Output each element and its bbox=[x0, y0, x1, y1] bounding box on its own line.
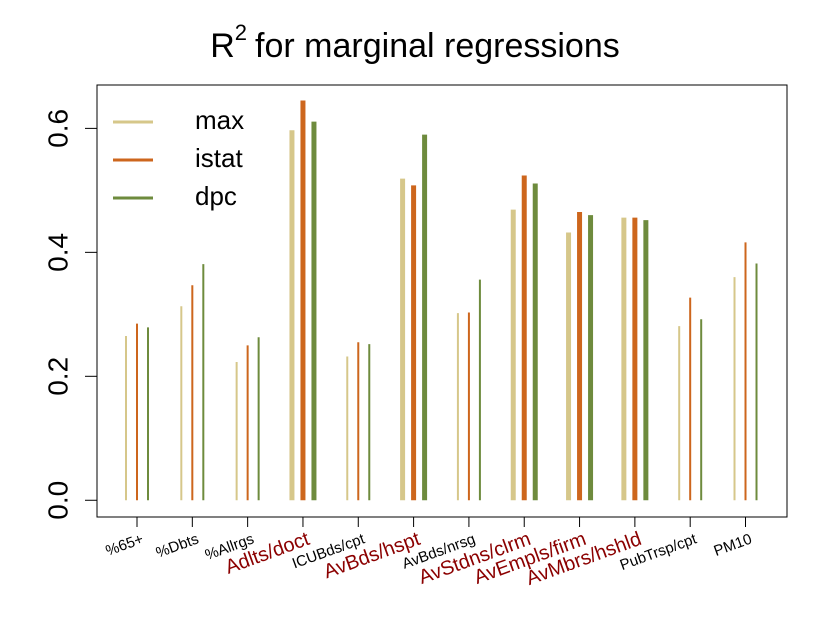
title-rest: for marginal regressions bbox=[255, 27, 620, 65]
y-tick-label: 0.4 bbox=[42, 233, 73, 272]
x-tick-label: PM10 bbox=[712, 531, 755, 560]
title-superscript: 2 bbox=[235, 20, 247, 45]
title-base: R bbox=[210, 27, 235, 65]
legend-label: dpc bbox=[195, 181, 237, 211]
x-tick-label: %Dbts bbox=[154, 531, 201, 562]
legend-label: max bbox=[195, 105, 244, 135]
legend-label: istat bbox=[195, 143, 243, 173]
y-tick-label: 0.6 bbox=[42, 109, 73, 148]
y-tick-label: 0.2 bbox=[42, 357, 73, 396]
plot-frame bbox=[96, 84, 788, 518]
chart-title: R2 for marginal regressions bbox=[210, 20, 620, 65]
x-tick-label: %65+ bbox=[103, 530, 145, 559]
y-tick-label: 0.0 bbox=[42, 481, 73, 520]
